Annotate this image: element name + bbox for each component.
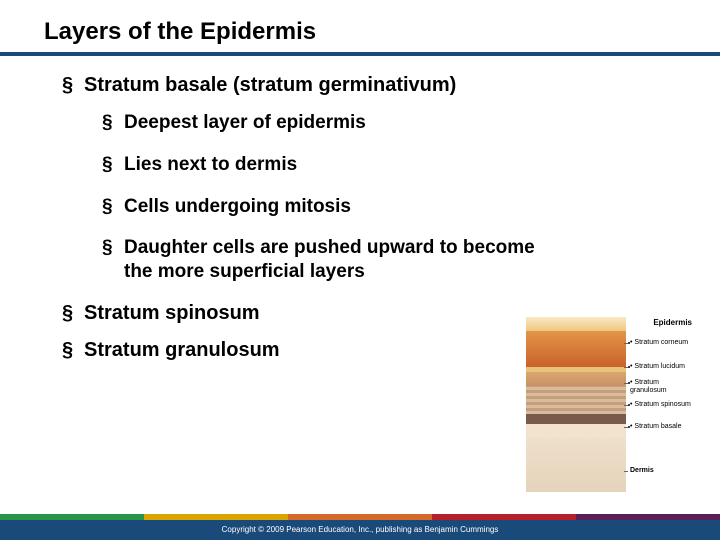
diagram-title: Epidermis bbox=[653, 319, 692, 328]
layer-granulosum bbox=[526, 372, 626, 386]
label-granulosum: • Stratum granulosum bbox=[630, 379, 696, 394]
label-lucidum: • Stratum lucidum bbox=[630, 363, 685, 371]
label-granulosum-text: Stratum granulosum bbox=[630, 379, 667, 394]
diagram-tissue bbox=[526, 317, 626, 492]
content-area: Stratum basale (stratum germinativum) De… bbox=[0, 56, 720, 362]
label-corneum: • Stratum corneum bbox=[630, 339, 688, 347]
layer-surface bbox=[526, 317, 626, 331]
epidermis-diagram: Epidermis • Stratum corneum • Stratum lu… bbox=[526, 317, 696, 492]
bullet-sub-mitosis: Cells undergoing mitosis bbox=[102, 195, 672, 219]
label-spinosum: • Stratum spinosum bbox=[630, 401, 691, 409]
layer-spinosum bbox=[526, 386, 626, 414]
footer-copyright: Copyright © 2009 Pearson Education, Inc.… bbox=[0, 520, 720, 540]
bullet-sub-deepest: Deepest layer of epidermis bbox=[102, 111, 672, 135]
bullet-basale: Stratum basale (stratum germinativum) bbox=[62, 74, 672, 97]
label-corneum-text: Stratum corneum bbox=[634, 339, 688, 346]
bullet-sub-dermis: Lies next to dermis bbox=[102, 153, 672, 177]
bullet-sub-daughter: Daughter cells are pushed upward to beco… bbox=[102, 236, 672, 284]
slide-title: Layers of the Epidermis bbox=[0, 0, 720, 52]
label-basale: • Stratum basale bbox=[630, 423, 682, 431]
dermal-papillae bbox=[526, 417, 626, 437]
label-spinosum-text: Stratum spinosum bbox=[634, 401, 690, 408]
label-lucidum-text: Stratum lucidum bbox=[634, 363, 685, 370]
layer-corneum bbox=[526, 331, 626, 367]
label-dermis: Dermis bbox=[630, 467, 654, 475]
label-basale-text: Stratum basale bbox=[634, 423, 681, 430]
